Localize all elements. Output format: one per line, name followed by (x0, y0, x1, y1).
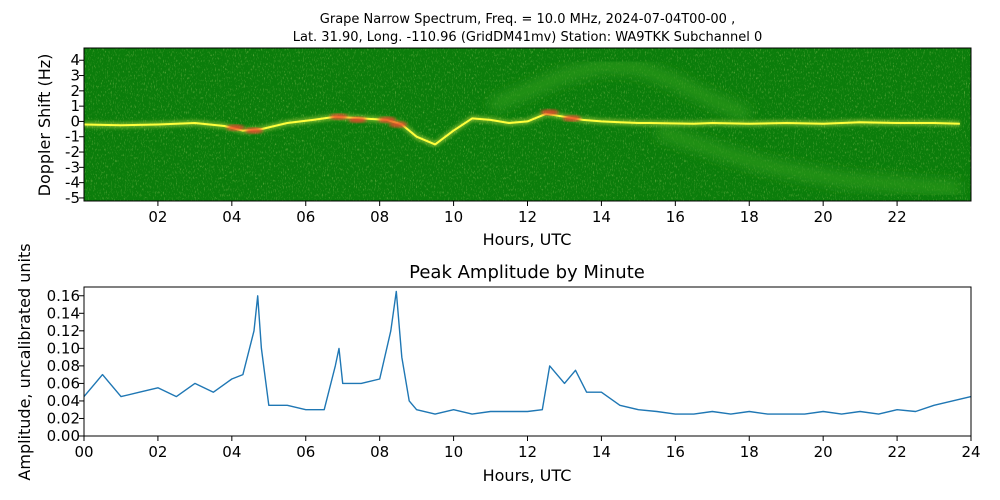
amplitude-y-tick-label: 0.00 (47, 427, 80, 445)
hot-spot (389, 121, 408, 128)
amplitude-y-tick-label: 0.16 (47, 287, 80, 305)
spectrogram-y-tick-label: 1 (70, 97, 80, 115)
spectrogram-y-tick-label: -1 (65, 128, 80, 146)
hot-spot (540, 109, 559, 116)
amplitude-y-tick-label: 0.14 (47, 304, 80, 322)
amplitude-x-axis-label: Hours, UTC (483, 466, 572, 485)
spectrogram-y-tick-label: 4 (70, 51, 80, 69)
upper-doppler-arc (487, 59, 752, 122)
amplitude-panel: Peak Amplitude by Minute 00 02 04 06 08 10 12 1… (15, 243, 981, 485)
amplitude-x-tick-label: 14 (592, 443, 611, 461)
amplitude-x-tick-label: 08 (370, 443, 389, 461)
amplitude-x-tick-label: 04 (222, 443, 241, 461)
amplitude-x-tick-label: 20 (814, 443, 833, 461)
spectrogram-x-tick-label: 10 (444, 208, 463, 226)
spectrogram-x-tick-label: 04 (222, 208, 241, 226)
amplitude-x-tick-label: 22 (888, 443, 907, 461)
spectrum-title-line-2: Lat. 31.90, Long. -110.96 (GridDM41mv) S… (292, 30, 763, 45)
amplitude-x-tick-label: 12 (518, 443, 537, 461)
amplitude-x-tick-label: 10 (444, 443, 463, 461)
lower-doppler-arc (654, 123, 961, 196)
spectrogram-x-tick-label: 18 (740, 208, 759, 226)
spectrogram-y-tick-label: 0 (70, 112, 80, 130)
spectrogram-x-tick-label: 06 (296, 208, 315, 226)
hot-spot (226, 124, 245, 131)
spectrogram-y-tick-label: -5 (65, 189, 80, 207)
spectrogram-x-tick-label: 14 (592, 208, 611, 226)
amplitude-x-tick-label: 18 (740, 443, 759, 461)
spectrum-title-line-1: Grape Narrow Spectrum, Freq. = 10.0 MHz,… (319, 12, 736, 27)
amplitude-x-tick-label: 00 (74, 443, 93, 461)
amplitude-y-tick-label: 0.02 (47, 409, 80, 427)
hot-spot (378, 116, 397, 123)
spectrogram-x-tick-label: 20 (814, 208, 833, 226)
spectrogram-x-tick-label: 02 (148, 208, 167, 226)
spectrogram-y-tick-label: -3 (65, 158, 80, 176)
spectrogram-x-axis-label: Hours, UTC (483, 230, 572, 249)
amplitude-y-tick-label: 0.04 (47, 392, 80, 410)
amplitude-y-tick-label: 0.08 (47, 357, 80, 375)
amplitude-x-tick-label: 06 (296, 443, 315, 461)
spectrogram-x-tick-label: 12 (518, 208, 537, 226)
amplitude-title: Peak Amplitude by Minute (409, 262, 645, 283)
hot-spot (562, 115, 581, 122)
amplitude-y-tick-label: 0.12 (47, 322, 80, 340)
amplitude-y-axis-label: Amplitude, uncalibrated units (15, 243, 34, 480)
spectrogram-y-tick-label: -2 (65, 143, 80, 161)
amplitude-y-tick-label: 0.06 (47, 374, 80, 392)
amplitude-x-tick-label: 16 (666, 443, 685, 461)
amplitude-x-tick-label: 02 (148, 443, 167, 461)
spectrogram-x-tick-label: 08 (370, 208, 389, 226)
amplitude-series-line (83, 290, 972, 415)
spectrogram-y-tick-label: -4 (65, 174, 80, 192)
spectrogram-x-tick-label: 22 (888, 208, 907, 226)
spectrogram-y-axis-label: Doppler Shift (Hz) (35, 54, 54, 197)
amplitude-x-tick-label: 24 (961, 443, 980, 461)
hot-spot (348, 116, 367, 123)
spectrogram-y-tick-label: 2 (70, 82, 80, 100)
spectrogram-y-tick-label: 3 (70, 67, 80, 85)
hot-spot (330, 113, 348, 120)
spectrogram-x-tick-label: 16 (666, 208, 685, 226)
amplitude-y-tick-label: 0.10 (47, 339, 80, 357)
hot-spot (245, 127, 263, 134)
